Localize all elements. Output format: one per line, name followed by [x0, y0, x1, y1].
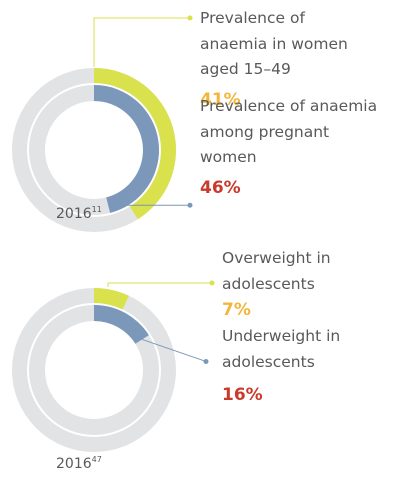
caption: 201647	[56, 455, 102, 472]
ring-segment	[94, 305, 149, 344]
leader-line	[107, 282, 212, 287]
ring-segment	[94, 288, 129, 310]
caption: 201611	[56, 205, 102, 222]
caption-year: 2016	[56, 206, 92, 222]
value-label: 41%	[200, 90, 241, 110]
ring-segment	[94, 85, 159, 213]
caption-note: 11	[91, 205, 102, 214]
ring-segment	[94, 68, 176, 220]
leader-line	[141, 338, 207, 362]
caption-note: 47	[91, 455, 102, 464]
leader-dot	[187, 15, 193, 21]
leader-dot	[203, 358, 209, 364]
value-label: 16%	[222, 385, 263, 405]
value-label: 46%	[200, 178, 241, 198]
legend-label: Underweight in adolescents	[222, 327, 341, 371]
leader-dot	[187, 202, 193, 208]
legend-label: Prevalence of anaemia among pregnant wom…	[200, 97, 378, 166]
value-label: 7%	[222, 300, 251, 320]
legend-label: Overweight in adolescents	[222, 249, 331, 293]
legend-label: Prevalence of anaemia in women aged 15–4…	[200, 9, 348, 78]
leader-dot	[209, 280, 215, 286]
caption-year: 2016	[56, 456, 92, 472]
leader-line	[93, 17, 190, 67]
